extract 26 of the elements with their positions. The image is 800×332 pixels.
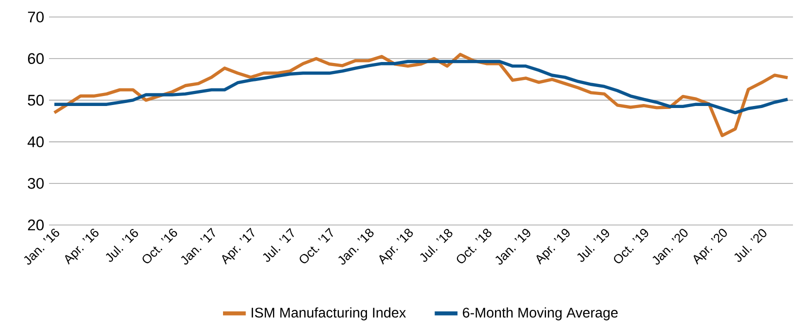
x-tick-label: Oct. ’16 — [142, 228, 178, 264]
x-tick-label: Apr. ’20 — [694, 228, 727, 265]
x-tick-label: Jul. ’16 — [106, 228, 138, 262]
y-tick-label: 40 — [28, 136, 44, 148]
legend-label: ISM Manufacturing Index — [252, 307, 406, 320]
x-tick-label: Apr. ’18 — [379, 228, 413, 265]
x-tick-label: Apr. ’16 — [65, 228, 98, 265]
x-tick-label: Oct. ’18 — [456, 228, 492, 264]
x-tick-label: Jul. ’18 — [420, 228, 452, 262]
y-tick-label: 70 — [28, 12, 44, 22]
x-tick-label: Apr. ’19 — [536, 228, 570, 265]
y-tick-label: 60 — [28, 53, 44, 64]
y-tick-label: 30 — [28, 178, 44, 189]
x-tick-label: Jan. ’19 — [495, 228, 530, 265]
x-tick-label: Jan. ’18 — [338, 228, 374, 265]
x-tick-label: Apr. ’17 — [222, 228, 254, 265]
x-tick-label: Jan. ’20 — [652, 228, 688, 265]
x-tick-label: Oct. ’17 — [300, 228, 334, 264]
legend-label: 6-Month Moving Average — [462, 307, 618, 320]
x-tick-label: Jul. ’20 — [734, 229, 766, 262]
x-tick-label: Jul. ’17 — [262, 228, 294, 262]
x-tick-label: Jan. ’17 — [181, 228, 216, 265]
x-tick-label: Oct. ’19 — [614, 228, 648, 264]
y-tick-label: 20 — [28, 220, 44, 230]
x-tick-label: Jul. ’19 — [577, 229, 610, 262]
y-tick-label: 50 — [28, 94, 44, 106]
